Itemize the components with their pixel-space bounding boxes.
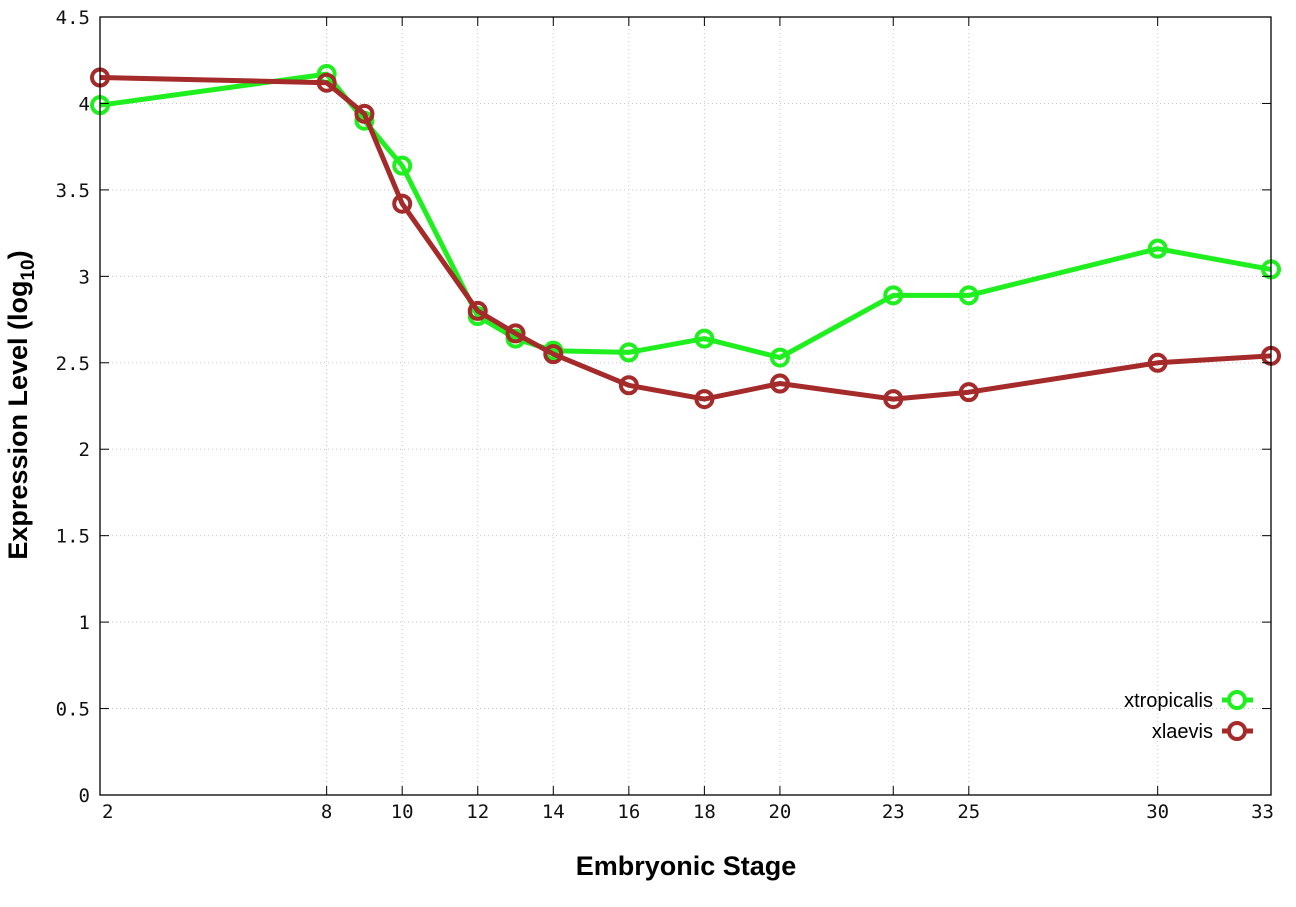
y-axis-title-close: ) [3, 250, 33, 259]
grid [100, 17, 1271, 795]
series-line [99, 71, 1272, 361]
y-tick-label: 2 [79, 439, 90, 461]
data-point [354, 103, 375, 124]
legend-marker [1227, 690, 1247, 710]
y-tick-label: 3 [79, 266, 90, 288]
y-tick-label: 2.5 [56, 353, 90, 375]
y-tick-label: 4 [79, 93, 90, 115]
y-axis-title-main: Expression Level (log [3, 281, 33, 560]
series-xtropicalis [90, 64, 1281, 368]
x-tick-label: 25 [957, 801, 980, 823]
data-point [543, 344, 564, 365]
x-tick-label: 14 [542, 801, 565, 823]
tick-marks [99, 16, 1272, 796]
legend-item: xtropicalis [1124, 690, 1253, 712]
data-point [958, 382, 979, 403]
legend-marker [1227, 721, 1247, 741]
y-tick-label: 1 [79, 612, 90, 634]
data-point [1147, 352, 1168, 373]
data-point [694, 328, 715, 349]
data-point [883, 285, 904, 306]
y-tick-labels: 0 0.5 1 1.5 2 2.5 3 3.5 4 4.5 [56, 7, 90, 807]
y-tick-label: 1.5 [56, 526, 90, 548]
data-point [769, 347, 790, 368]
y-axis-title: Expression Level (log10) [3, 250, 39, 559]
y-tick-label: 3.5 [56, 180, 90, 202]
series-lines [90, 64, 1281, 410]
y-axis-title-subscript: 10 [18, 259, 39, 280]
x-tick-label: 16 [617, 801, 640, 823]
y-tick-label: 0 [79, 785, 90, 807]
data-point [505, 323, 526, 344]
x-tick-label: 30 [1146, 801, 1169, 823]
data-point [467, 300, 488, 321]
x-tick-label: 10 [391, 801, 414, 823]
x-axis-title: Embryonic Stage [576, 851, 797, 881]
data-point [618, 375, 639, 396]
x-tick-label: 2 [102, 801, 113, 823]
x-tick-label: 12 [466, 801, 489, 823]
legend-label: xtropicalis [1124, 690, 1213, 712]
data-point [958, 285, 979, 306]
series-line [99, 75, 1272, 402]
x-tick-label: 23 [882, 801, 905, 823]
data-point [392, 155, 413, 176]
data-point [1147, 238, 1168, 259]
data-point [883, 389, 904, 410]
y-tick-label: 0.5 [56, 699, 90, 721]
data-point [392, 193, 413, 214]
legend-label: xlaevis [1152, 721, 1213, 743]
legend-item: xlaevis [1152, 721, 1253, 743]
plot-frame [99, 16, 1272, 796]
y-tick-label: 4.5 [56, 7, 90, 29]
x-tick-label: 18 [693, 801, 716, 823]
x-tick-labels: 2 8 10 12 14 16 18 20 23 25 30 33 [102, 801, 1274, 823]
data-point [694, 389, 715, 410]
x-tick-label: 20 [768, 801, 791, 823]
x-tick-label: 33 [1251, 801, 1274, 823]
x-tick-label: 8 [321, 801, 332, 823]
legend: xtropicalis xlaevis [1124, 690, 1253, 743]
data-point [316, 72, 337, 93]
data-point [618, 342, 639, 363]
series-xlaevis [90, 67, 1281, 410]
data-point [769, 373, 790, 394]
